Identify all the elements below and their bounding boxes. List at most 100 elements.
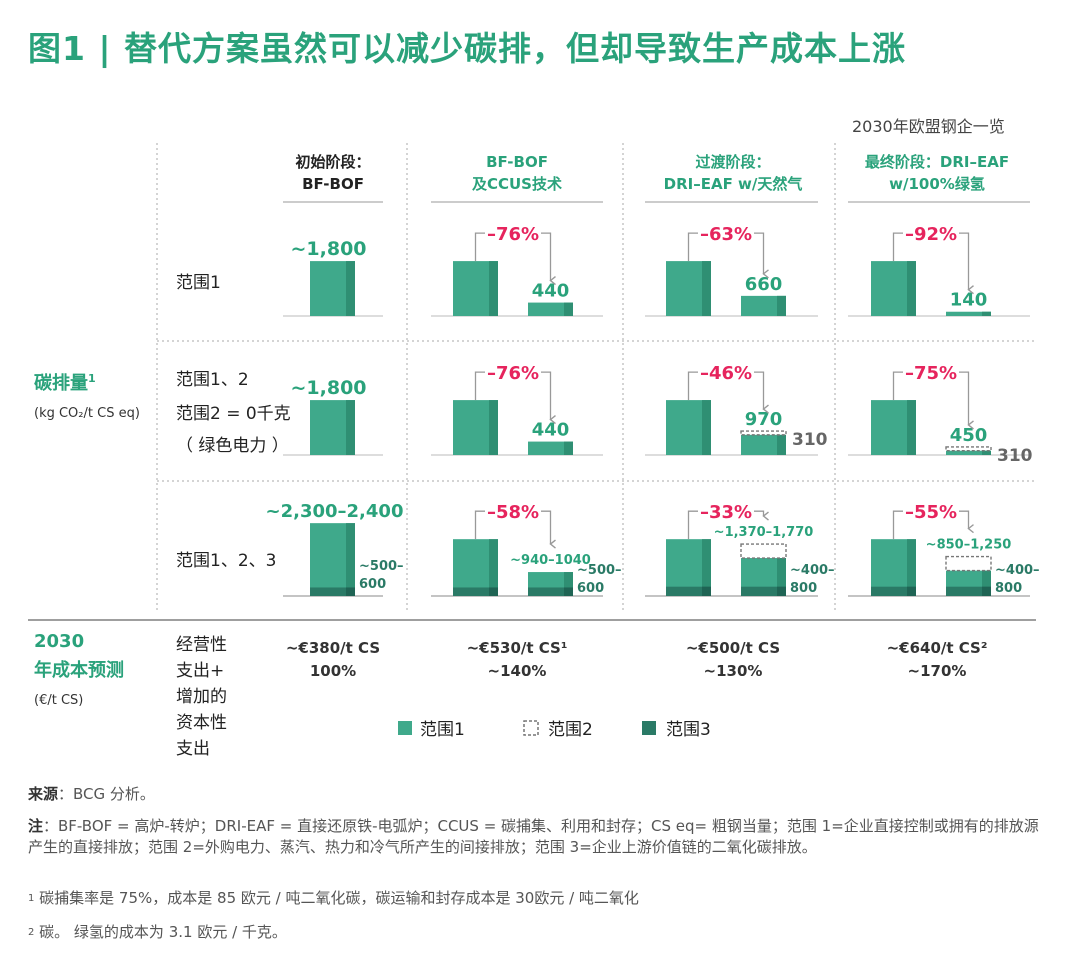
total-range-label: ~1,370–1,770 xyxy=(714,525,814,540)
scope3-label: ~400– xyxy=(790,563,835,578)
bar-scope1-edge xyxy=(564,572,573,596)
column-header: 初始阶段： xyxy=(295,153,370,171)
reduction-label: –58% xyxy=(487,502,539,523)
bar-baseline-scope3 xyxy=(453,587,498,596)
cost-row-label-line3: 增加的 xyxy=(176,687,227,707)
reduction-label-bg xyxy=(698,500,754,523)
cost-value: ~€380/t CS xyxy=(286,639,380,657)
chart-area: 碳排量1 (kg CO₂/t CS eq) 2030 年成本预测 (€/t CS… xyxy=(28,143,1040,759)
bar-baseline-scope3 xyxy=(871,586,916,596)
data-label: ~1,800 xyxy=(290,377,366,399)
bar-scope3 xyxy=(310,587,355,596)
data-label: 140 xyxy=(950,290,988,311)
footnote-1: 1 碳捕集率是 75%，成本是 85 欧元 / 吨二氧化碳，碳运输和封存成本是 … xyxy=(28,888,639,909)
column-header: BF-BOF xyxy=(302,175,364,193)
bar-scope1-edge xyxy=(346,261,355,316)
legend-label-scope3: 范围3 xyxy=(666,720,711,740)
bar-scope1-edge xyxy=(346,400,355,455)
bar-scope1-edge xyxy=(777,295,786,316)
scope3-label: ~400– xyxy=(995,563,1040,578)
row-label-scope12-line2: 范围2 = 0千克 xyxy=(176,404,291,424)
bar-scope1-baseline-edge xyxy=(702,400,711,455)
column-header: w/100%绿氢 xyxy=(889,175,985,193)
bar-scope1 xyxy=(528,441,573,455)
footnote-1-text: 碳捕集率是 75%，成本是 85 欧元 / 吨二氧化碳，碳运输和封存成本是 30… xyxy=(39,889,639,907)
bar-scope1-edge xyxy=(982,570,991,596)
bar-baseline-scope3-edge xyxy=(489,587,498,596)
legend-swatch-scope1 xyxy=(398,721,412,735)
reduction-label-bg xyxy=(698,361,754,384)
reduction-label: –76% xyxy=(487,363,539,384)
bar-scope1-edge xyxy=(777,558,786,596)
cost-relative: 100% xyxy=(310,662,356,680)
cost-value: ~€530/t CS¹ xyxy=(467,639,568,657)
data-label: 440 xyxy=(532,420,570,441)
reduction-label: –76% xyxy=(487,224,539,245)
bar-scope3 xyxy=(946,586,991,596)
footnote-2-text: 碳。 绿氢的成本为 3.1 欧元 / 千克。 xyxy=(39,923,287,941)
chart-subtitle: 2030年欧盟钢企一览 xyxy=(852,117,1005,136)
legend: 范围1 范围2 范围3 xyxy=(398,720,711,740)
total-range-label: ~940–1040 xyxy=(510,553,591,568)
cost-unit: (€/t CS) xyxy=(34,693,83,708)
bar-scope1 xyxy=(946,450,991,455)
bar-scope1 xyxy=(946,311,991,316)
cost-row-label-line2: 支出+ xyxy=(176,661,224,681)
bar-scope1 xyxy=(741,434,786,455)
row-label-scope12-line3: （ 绿色电力 ） xyxy=(176,436,289,456)
scope2-label: 310 xyxy=(997,446,1033,466)
reduction-label-bg xyxy=(485,361,541,384)
bar-scope3-edge xyxy=(777,586,786,596)
column-header: BF-BOF xyxy=(486,153,548,171)
bar-baseline-scope1-edge xyxy=(907,539,916,596)
bar-scope1-baseline-edge xyxy=(489,261,498,316)
bar-scope2 xyxy=(740,430,787,436)
data-label: ~2,300–2,400 xyxy=(266,501,404,522)
column-header: 最终阶段：DRI–EAF xyxy=(865,153,1009,171)
reduction-label-bg xyxy=(698,222,754,245)
bar-scope3 xyxy=(741,586,786,596)
bar-scope3-edge xyxy=(346,587,355,596)
page-title: 图1 | 替代方案虽然可以减少碳排，但却导致生产成本上涨 xyxy=(28,29,906,68)
legend-swatch-scope2 xyxy=(523,720,539,736)
row-label-scope1: 范围1 xyxy=(176,273,221,293)
cost-value: ~€640/t CS² xyxy=(887,639,988,657)
cost-row-label-line4: 资本性 xyxy=(176,713,227,733)
cost-row-label-line1: 经营性 xyxy=(176,635,227,655)
cost-relative: ~140% xyxy=(488,662,547,680)
bar-baseline-scope3 xyxy=(666,586,711,596)
row-label-scope123: 范围1、2、3 xyxy=(176,551,276,571)
source-label: 来源 xyxy=(28,785,59,803)
column-header: 及CCUS技术 xyxy=(472,175,562,193)
row-label-scope12-line1: 范围1、2 xyxy=(176,370,249,390)
note-text: ：BF-BOF = 高炉-转炉；DRI-EAF = 直接还原铁-电弧炉；CCUS… xyxy=(28,817,1039,856)
bar-scope3 xyxy=(528,587,573,596)
cost-row-label-line5: 支出 xyxy=(176,739,210,759)
emissions-unit: (kg CO₂/t CS eq) xyxy=(34,406,140,421)
reduction-label: –46% xyxy=(700,363,752,384)
column-header: 过渡阶段： xyxy=(695,153,770,171)
reduction-label-bg xyxy=(903,361,959,384)
footnote-2-marker: 2 xyxy=(28,927,35,938)
note-block: 注：BF-BOF = 高炉-转炉；DRI-EAF = 直接还原铁-电弧炉；CCU… xyxy=(28,816,1052,858)
source-note: 来源：BCG 分析。 xyxy=(28,784,155,805)
bar-scope1-edge xyxy=(777,434,786,455)
scope3-label: 600 xyxy=(359,577,386,592)
legend-label-scope1: 范围1 xyxy=(420,720,465,740)
data-label: 970 xyxy=(745,409,783,430)
scope3-label: 800 xyxy=(790,581,817,596)
scope2-label: 310 xyxy=(792,430,828,450)
data-label: 440 xyxy=(532,281,570,302)
reduction-label: –75% xyxy=(905,363,957,384)
cost-axis-title-line2: 年成本预测 xyxy=(34,659,124,681)
bar-baseline-scope1-edge xyxy=(702,539,711,596)
footnote-1-marker: 1 xyxy=(28,893,35,904)
bar-scope1-baseline-edge xyxy=(489,400,498,455)
bar-scope2 xyxy=(945,446,992,452)
scope3-label: ~500– xyxy=(359,559,404,574)
reduction-label: –33% xyxy=(700,502,752,523)
bar-scope1-edge xyxy=(564,302,573,316)
bar-scope3-edge xyxy=(982,586,991,596)
legend-swatch-scope3 xyxy=(642,721,656,735)
bar-scope1-baseline-edge xyxy=(702,261,711,316)
